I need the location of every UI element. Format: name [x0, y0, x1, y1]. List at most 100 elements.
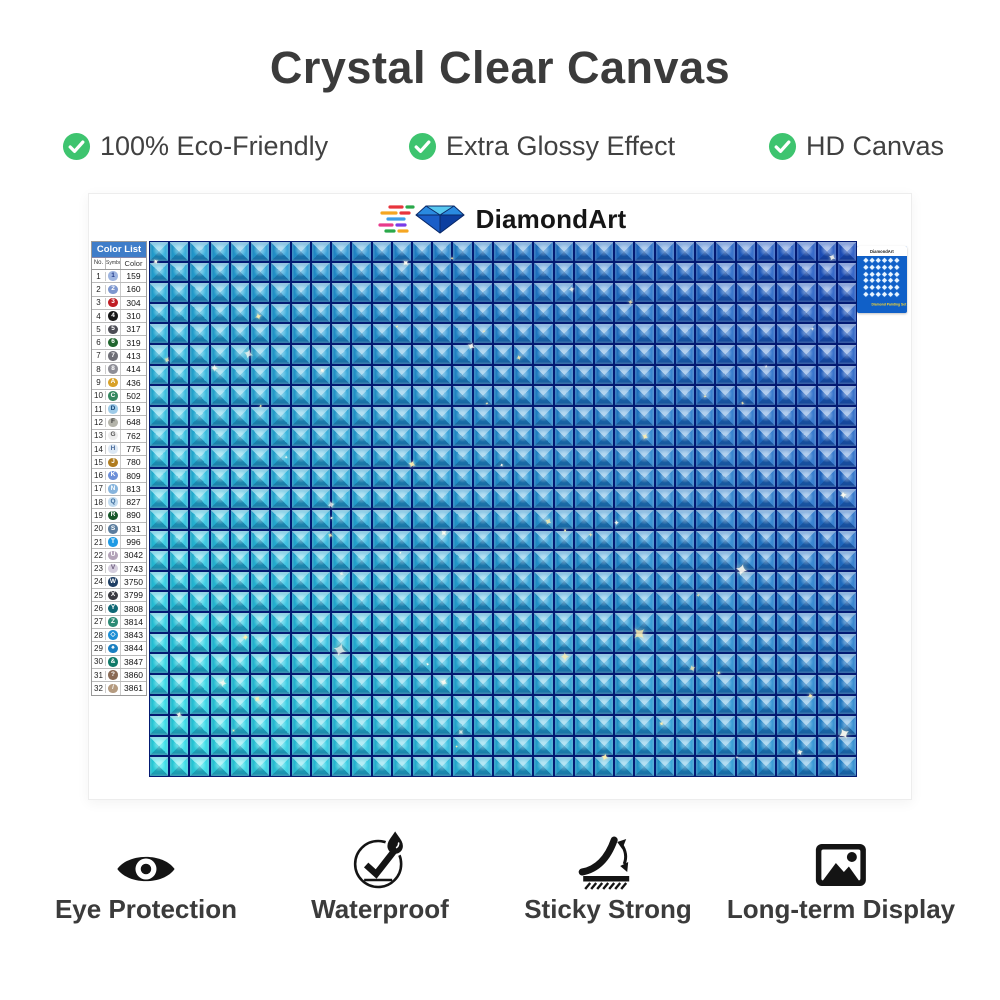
diamond-tile: [595, 716, 614, 735]
diamond-tile: [291, 448, 310, 467]
benefit-label: Sticky Strong: [524, 894, 692, 924]
diamond-tile: [352, 613, 371, 632]
diamond-tile: [311, 510, 331, 529]
diamond-tile: [271, 571, 290, 591]
diamond-tile: [655, 551, 674, 570]
symbol-dot: 3: [106, 296, 121, 309]
symbol-dot: ♠: [106, 642, 121, 655]
diamond-tile: [777, 695, 796, 715]
diamond-tile: [756, 468, 776, 488]
diamond-tile: [332, 427, 351, 447]
diamond-tile: [392, 654, 411, 673]
diamond-tile: [837, 674, 856, 694]
symbol-dot: 1: [106, 270, 121, 283]
diamond-tile: [210, 448, 229, 467]
diamond-tile: [534, 551, 553, 570]
diamond-tile: [736, 345, 755, 364]
diamond-tile: [837, 262, 856, 282]
package-diamond-row: ◆◆◆◆◆◆: [863, 284, 901, 292]
diamond-tile: [251, 592, 270, 612]
diamond-tile: [453, 551, 472, 570]
diamond-tile: [190, 736, 209, 756]
diamond-tile: [291, 736, 310, 756]
diamond-tile: [352, 468, 371, 488]
diamond-tile: [696, 448, 715, 467]
diamond-tile: [230, 571, 250, 591]
diamond-tile: [655, 592, 674, 612]
symbol-dot: F: [106, 416, 121, 429]
diamond-tile: [271, 530, 290, 550]
color-list-row: 23 V 3743: [92, 562, 146, 576]
benefit-label: Long-term Display: [726, 894, 956, 924]
color-list-row: 29 ♠ 3844: [92, 642, 146, 656]
row-number: 14: [92, 444, 106, 454]
diamond-tile: [392, 530, 411, 550]
diamond-tile: [534, 427, 553, 447]
diamond-tile: [433, 654, 452, 673]
diamond-tile: [392, 283, 411, 302]
diamond-tile: [170, 551, 189, 570]
diamond-tile: [554, 262, 573, 282]
diamond-tile: [574, 633, 594, 653]
diamond-tile: [352, 510, 371, 529]
diamond-tile: [837, 716, 856, 735]
diamond-tile: [675, 468, 695, 488]
color-list-header: No. Symbol Color: [92, 258, 146, 270]
diamond-tile: [150, 510, 169, 529]
diamond-tile: [736, 530, 755, 550]
diamond-tile: [696, 633, 715, 653]
diamond-tile: [493, 571, 513, 591]
diamond-tile: [170, 303, 189, 323]
diamond-tile: [150, 386, 169, 405]
diamond-tile: [190, 695, 209, 715]
diamond-tile: [514, 551, 533, 570]
diamond-tile: [210, 736, 229, 756]
column-color: Color: [124, 259, 143, 268]
diamond-tile: [453, 510, 472, 529]
diamond-tile: [716, 551, 735, 570]
diamond-tile: [534, 365, 553, 385]
diamond-logo-icon: [378, 205, 465, 234]
diamond-tile: [311, 736, 331, 756]
diamond-tile: [777, 427, 796, 447]
row-number: 23: [92, 564, 106, 574]
diamond-tile: [777, 324, 796, 344]
diamond-tile: [756, 427, 776, 447]
diamond-tile: [311, 283, 331, 302]
diamond-tile: [433, 592, 452, 612]
diamond-tile: [534, 489, 553, 508]
dmc-code: 159: [126, 271, 141, 282]
diamond-tile: [837, 468, 856, 488]
diamond-tile: [675, 489, 695, 508]
diamond-tile: [352, 406, 371, 426]
diamond-tile: [170, 324, 189, 344]
diamond-tile: [372, 736, 391, 756]
diamond-tile: [332, 262, 351, 282]
diamond-tile: [433, 303, 452, 323]
diamond-tile: [251, 654, 270, 673]
diamond-tile: [271, 365, 290, 385]
diamond-tile: [473, 674, 492, 694]
diamond-tile: [311, 489, 331, 508]
color-list-row: 13 G 762: [92, 429, 146, 443]
diamond-tile: [433, 674, 452, 694]
diamond-tile: [837, 757, 856, 776]
diamond-tile: [574, 365, 594, 385]
diamond-tile: [352, 571, 371, 591]
diamond-tile: [251, 242, 270, 261]
diamond-tile: [251, 633, 270, 653]
diamond-tile: [271, 592, 290, 612]
diamond-tile: [473, 736, 492, 756]
dmc-code: 648: [126, 417, 141, 428]
diamond-tile: [635, 365, 654, 385]
row-number: 6: [92, 338, 106, 348]
diamond-tile: [251, 345, 270, 364]
diamond-tile: [372, 365, 391, 385]
package-diamond-row: ◆◆◆◆◆◆: [863, 270, 901, 278]
diamond-tile: [514, 757, 533, 776]
diamond-tile: [797, 489, 816, 508]
dmc-code: 319: [126, 337, 141, 348]
dmc-code: 3847: [124, 656, 143, 667]
diamond-tile: [473, 551, 492, 570]
diamond-tile: [837, 386, 856, 405]
